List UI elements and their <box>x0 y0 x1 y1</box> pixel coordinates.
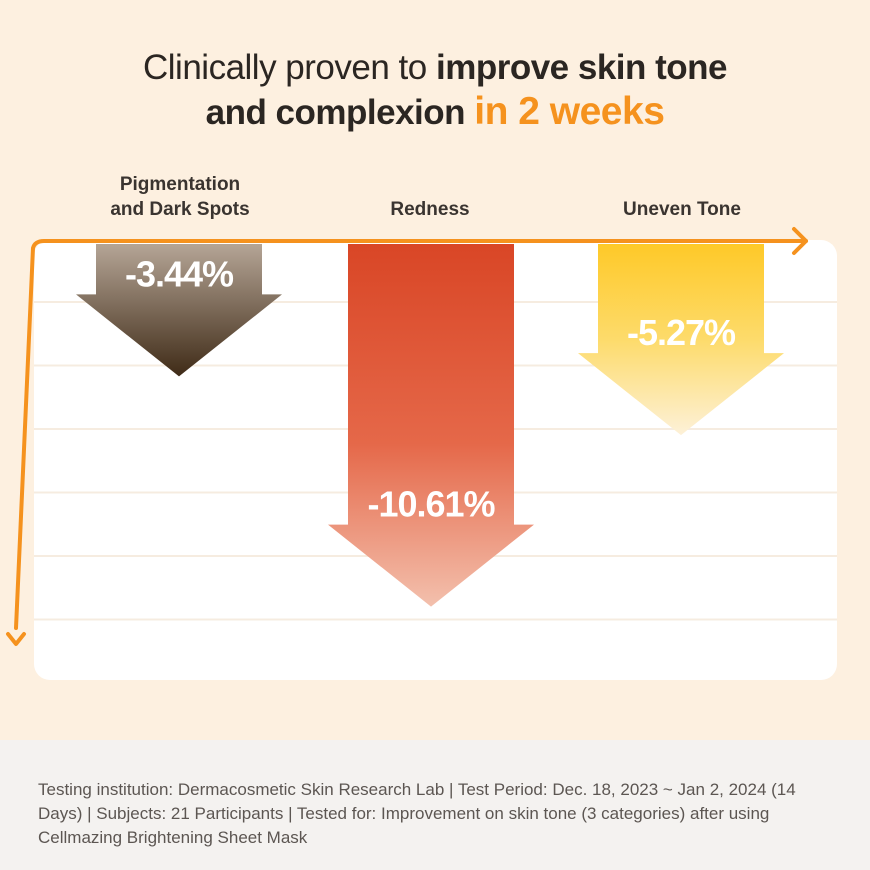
bar-arrow-pigmentation <box>76 244 282 377</box>
headline-line-1: Clinically proven to improve skin tone <box>0 46 870 90</box>
axis <box>6 227 808 646</box>
bar-arrow-redness <box>328 244 534 607</box>
category-label-uneven-tone: Uneven Tone <box>582 197 782 222</box>
headline-bold-text-2: and complexion <box>205 93 475 132</box>
value-labels: -3.44% -10.61% -5.27% <box>125 253 737 525</box>
value-label-pigmentation: -3.44% <box>125 253 234 294</box>
headline-line-2: and complexion in 2 weeks <box>0 90 870 135</box>
category-label-redness: Redness <box>330 197 530 222</box>
axis-line <box>14 239 808 630</box>
bar-arrow-uneven-tone <box>578 244 784 436</box>
headline-bold-text: improve skin tone <box>435 48 728 87</box>
chart: -3.44% -10.61% -5.27% <box>6 227 837 680</box>
axis-arrowhead-right <box>792 227 808 255</box>
value-label-uneven-tone: -5.27% <box>627 312 736 353</box>
axis-arrowhead-down <box>6 632 26 646</box>
category-label-pigmentation: Pigmentation and Dark Spots <box>60 172 300 222</box>
footer: Testing institution: Dermacosmetic Skin … <box>0 740 870 870</box>
headline-accent-text: in 2 weeks <box>474 90 665 133</box>
category-label-text: Redness <box>390 199 470 220</box>
bars <box>76 244 784 607</box>
headline: Clinically proven to improve skin tone a… <box>0 46 870 135</box>
category-label-line: Pigmentation <box>119 174 241 195</box>
category-label-text: Uneven Tone <box>623 199 741 220</box>
value-label-redness: -10.61% <box>367 484 495 525</box>
category-label-line: and Dark Spots <box>110 199 250 220</box>
footer-text: Testing institution: Dermacosmetic Skin … <box>38 780 796 847</box>
headline-light-text: Clinically proven to <box>143 48 436 87</box>
